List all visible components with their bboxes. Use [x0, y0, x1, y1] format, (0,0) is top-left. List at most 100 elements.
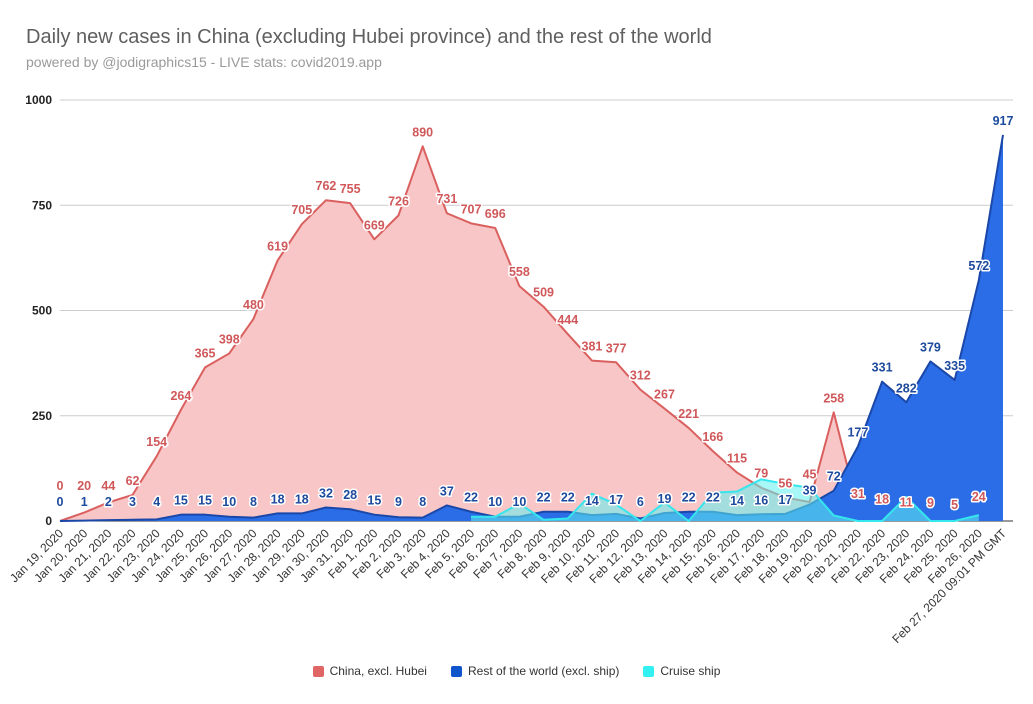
series-area [60, 146, 979, 521]
legend-item[interactable]: Cruise ship [643, 664, 720, 678]
data-label: 9 [927, 496, 934, 510]
data-label: 18 [875, 492, 889, 506]
data-label: 312 [630, 369, 651, 383]
data-label: 381 [582, 340, 603, 354]
chart-title: Daily new cases in China (excluding Hube… [26, 26, 712, 48]
data-label: 22 [706, 491, 720, 505]
data-label: 45 [803, 468, 817, 482]
data-label: 14 [730, 494, 744, 508]
legend-swatch [312, 665, 324, 677]
data-label: 509 [533, 286, 554, 300]
data-label: 9 [395, 495, 402, 509]
data-label: 177 [847, 425, 868, 439]
data-label: 17 [609, 493, 623, 507]
data-label: 79 [754, 467, 768, 481]
data-label: 22 [682, 491, 696, 505]
data-label: 15 [367, 494, 381, 508]
legend-label: China, excl. Hubei [329, 664, 427, 678]
data-label: 18 [271, 492, 285, 506]
data-label: 258 [823, 391, 844, 405]
data-label: 3 [129, 495, 136, 509]
data-label: 264 [170, 389, 191, 403]
data-label: 154 [146, 435, 167, 449]
data-label: 335 [944, 359, 965, 373]
data-label: 19 [658, 492, 672, 506]
data-label: 56 [778, 476, 792, 490]
data-label: 755 [340, 182, 361, 196]
data-label: 20 [77, 479, 91, 493]
data-label: 11 [900, 495, 913, 509]
data-label: 22 [561, 491, 575, 505]
y-tick-label: 500 [32, 304, 52, 318]
data-label: 72 [827, 470, 841, 484]
data-label: 10 [488, 495, 502, 509]
data-label: 31 [851, 487, 865, 501]
data-label: 8 [419, 495, 426, 509]
data-label: 4 [153, 495, 160, 509]
data-label: 669 [364, 218, 385, 232]
y-tick-label: 750 [32, 198, 52, 212]
series-area [60, 134, 1003, 521]
data-label: 0 [57, 479, 64, 493]
data-label: 115 [727, 452, 747, 466]
data-label: 22 [464, 491, 478, 505]
data-label: 17 [778, 493, 792, 507]
data-label: 10 [222, 495, 236, 509]
data-label: 166 [702, 430, 723, 444]
series-area [471, 479, 979, 521]
data-label: 267 [654, 388, 675, 402]
data-label: 15 [174, 494, 188, 508]
data-label: 28 [343, 488, 357, 502]
data-label: 16 [754, 493, 768, 507]
series-line [59, 145, 980, 522]
data-label: 24 [972, 490, 986, 504]
data-label: 707 [461, 202, 482, 216]
data-label: 917 [993, 114, 1014, 128]
data-label: 2 [105, 495, 112, 509]
data-label: 377 [606, 341, 627, 355]
data-label: 8 [250, 495, 257, 509]
data-label: 5 [951, 498, 958, 512]
data-label: 14 [585, 494, 599, 508]
y-tick-label: 1000 [25, 93, 52, 107]
data-label: 572 [968, 259, 989, 273]
data-label: 1 [81, 495, 88, 509]
legend-swatch [643, 665, 655, 677]
data-label: 331 [872, 361, 893, 375]
data-label: 705 [291, 203, 312, 217]
data-label: 6 [637, 495, 644, 509]
data-label: 731 [436, 192, 457, 206]
data-label: 282 [896, 381, 917, 395]
data-label: 37 [440, 484, 454, 498]
data-label: 32 [319, 487, 333, 501]
data-label: 221 [678, 407, 699, 421]
data-label: 18 [295, 492, 309, 506]
legend-label: Cruise ship [660, 664, 721, 678]
data-label: 379 [920, 340, 941, 354]
data-label: 62 [126, 474, 140, 488]
y-tick-label: 250 [32, 409, 52, 423]
legend-item[interactable]: Rest of the world (excl. ship) [450, 664, 620, 678]
data-label: 558 [509, 265, 530, 279]
legend-label: Rest of the world (excl. ship) [467, 664, 620, 678]
data-label: 762 [316, 179, 337, 193]
data-label: 890 [412, 125, 433, 139]
data-label: 444 [557, 313, 578, 327]
legend-swatch [450, 665, 462, 677]
data-label: 365 [195, 346, 216, 360]
data-label: 15 [198, 494, 212, 508]
data-label: 480 [243, 298, 264, 312]
data-label: 696 [485, 207, 506, 221]
data-label: 726 [388, 194, 409, 208]
data-label: 44 [101, 479, 115, 493]
data-label: 0 [57, 495, 64, 509]
data-label: 39 [803, 484, 817, 498]
data-label: 398 [219, 332, 240, 346]
legend-item[interactable]: China, excl. Hubei [312, 664, 427, 678]
data-label: 10 [512, 495, 526, 509]
series-line [471, 478, 980, 522]
chart-subtitle: powered by @jodigraphics15 - LIVE stats:… [26, 54, 382, 70]
y-tick-label: 0 [45, 514, 52, 528]
